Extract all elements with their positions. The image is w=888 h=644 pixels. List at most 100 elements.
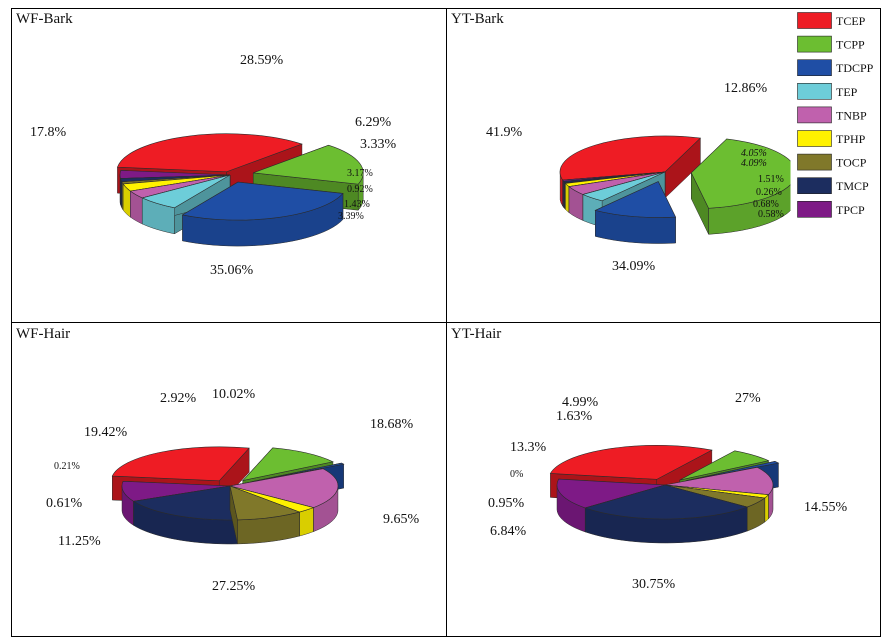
legend-swatch-tmcp [797,177,832,194]
legend-swatch-tcpp [797,35,832,53]
legend-label-tnbp: TNBP [836,108,867,122]
label-yt-bark-tcpp: 41.9% [486,125,523,140]
legend-swatch-tcep [797,12,832,29]
legend-item-tmcp: TMCP [797,177,869,194]
label-yt-hair-tocp: 4.99% [562,395,599,410]
legend-item-tocp: TOCP [797,153,867,171]
label-wf-bark-tcep: 35.06% [210,263,254,278]
slice-top-tocp [229,485,301,521]
legend: TCEP TCPP TDCPP TEP TNBP TPHP TOCP TMCP TPCP [790,9,880,226]
legend-swatch-tep [797,83,832,100]
label-yt-bark-tcep: 34.09% [612,259,656,274]
pie-wf-bark [116,133,364,247]
slice-top-tpcp [556,478,666,509]
label-wf-bark-tocp: 0.92% [347,184,373,195]
label-wf-hair-tdcpp: 0.61% [46,496,83,511]
slice-top-tcep [559,135,702,181]
legend-label-tocp: TOCP [836,156,867,170]
slice-top-tcep [549,445,713,480]
label-yt-bark-tmcp: 0.68% [753,199,779,210]
slice-top-tnbp [229,468,339,508]
legend-item-tnbp: TNBP [797,106,867,124]
slice-tmcp [584,484,749,544]
label-wf-bark-tmcp: 1.43% [344,199,370,210]
label-yt-hair-tmcp: 27% [735,391,761,406]
pie-yt-hair [549,445,780,544]
legend-swatch-tnbp [797,106,832,124]
label-wf-bark-tpcp: 3.39% [338,211,364,222]
label-yt-hair-tcep: 30.75% [632,577,676,592]
label-wf-bark-tnbp: 3.33% [360,137,397,152]
label-yt-hair-tcpp: 6.84% [490,524,527,539]
label-wf-bark-tphp: 3.17% [347,168,373,179]
legend-item-tphp: TPHP [797,130,866,147]
legend-swatch-tphp [797,130,832,147]
label-yt-bark-tocp: 0.26% [756,187,782,198]
legend-item-tcep: TCEP [797,12,866,29]
label-yt-hair-tpcp: 14.55% [804,500,848,515]
slice-tdcpp [181,181,344,247]
pie-yt-bark [559,135,797,244]
label-wf-hair-tocp: 10.02% [212,387,256,402]
pie-wf-hair [111,446,345,545]
slice-top-tdcpp [251,462,345,483]
slice-top-tmcp [132,485,238,521]
slice-tcpp [690,138,797,235]
legend-item-tpcp: TPCP [797,201,865,218]
legend-label-tep: TEP [836,85,858,99]
label-yt-bark-tnbp: 4.09% [741,158,767,169]
slice-top-tdcpp [594,181,677,218]
slice-top-tmcp [584,484,749,520]
legend-label-tpcp: TPCP [836,203,865,217]
label-yt-hair-tnbp: 13.3% [510,440,547,455]
slice-top-tep [141,174,231,209]
legend-swatch-tpcp [797,201,832,218]
percentage-labels: 35.06% 17.8% 28.59% 6.29% 3.33% 3.17% 0.92% 1.4… [30,53,848,594]
label-yt-hair-tdcpp: 0.95% [488,496,525,511]
label-wf-bark-tdcpp: 28.59% [240,53,284,68]
slice-top-tcep [111,446,250,482]
slice-rim-tphp [764,494,769,523]
slice-tdcpp [594,181,677,244]
label-wf-hair-tmcp: 18.68% [370,417,414,432]
label-wf-hair-tphp: 2.92% [160,391,197,406]
slice-tmcp [132,485,238,545]
panel-title-wf-bark: WF-Bark [16,11,73,27]
label-wf-hair-tep: 0.21% [54,461,80,472]
slice-tocp [229,485,301,545]
slice-top-tcpp [241,447,334,482]
label-wf-hair-tpcp: 9.65% [383,512,420,527]
legend-item-tcpp: TCPP [797,35,865,53]
panel-title-yt-hair: YT-Hair [451,326,501,342]
slice-rim-tphp [299,507,314,537]
legend-item-tdcpp: TDCPP [797,59,874,77]
legend-item-tep: TEP [797,83,858,100]
slice-top-tdcpp [686,461,780,481]
label-wf-bark-tep: 6.29% [355,115,392,130]
slice-top-tcpp [679,450,770,481]
label-yt-bark-tep: 4.05% [741,148,767,159]
label-yt-bark-tpcp: 0.58% [758,209,784,220]
label-wf-hair-tcpp: 11.25% [58,534,101,549]
slice-top-tcep [116,133,303,173]
legend-label-tdcpp: TDCPP [836,61,874,75]
legend-swatch-tocp [797,153,832,171]
slice-top-tcpp [253,144,364,185]
slice-top-tdcpp [181,181,344,221]
legend-label-tphp: TPHP [836,132,866,146]
label-yt-hair-tphp: 1.63% [556,409,593,424]
label-yt-bark-tdcpp: 12.86% [724,81,768,96]
label-yt-bark-tphp: 1.51% [758,174,784,185]
legend-swatch-tdcpp [797,59,832,77]
legend-label-tcep: TCEP [836,14,866,28]
panel-title-yt-bark: YT-Bark [451,11,504,27]
panel-title-wf-hair: WF-Hair [16,326,70,342]
label-wf-bark-tcpp: 17.8% [30,125,67,140]
legend-label-tmcp: TMCP [836,179,869,193]
slice-top-tep [582,171,666,202]
label-wf-hair-tcep: 27.25% [212,579,256,594]
slice-top-tnbp [664,467,774,496]
slice-rim-tphp [565,182,570,214]
